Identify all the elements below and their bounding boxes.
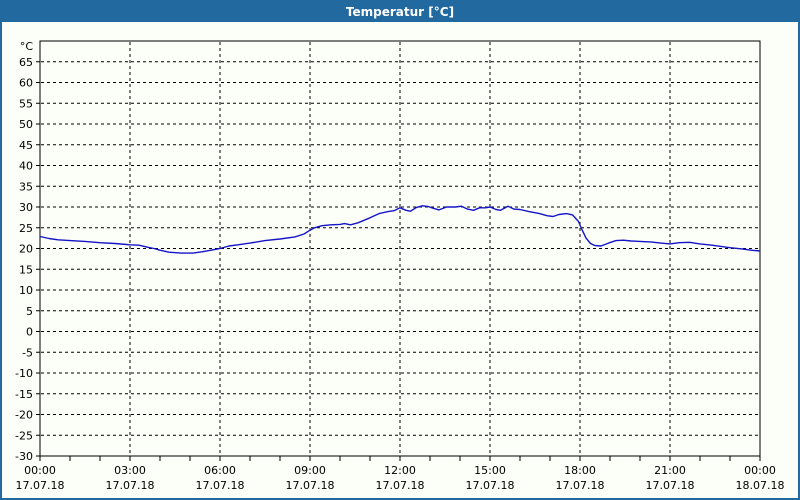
- temperature-line-chart: 65605550454035302520151050-5-10-15-20-25…: [15, 40, 785, 492]
- y-tick-label: -10: [15, 367, 33, 380]
- chart-area: 65 60 55 50 45 40 35 30 25 20 15 10 5 0 -5 -10 -15 -20 -25…: [2, 22, 798, 500]
- x-tick-time-label: 09:00: [294, 464, 326, 477]
- x-tick-date-label: 17.07.18: [466, 479, 515, 492]
- y-tick-label: 55: [19, 97, 33, 110]
- y-tick-label: 5: [26, 305, 33, 318]
- y-tick-label: -5: [22, 346, 33, 359]
- plot-border: [39, 40, 761, 457]
- y-tick-label: -25: [15, 429, 33, 442]
- x-tick-time-label: 12:00: [384, 464, 416, 477]
- x-tick-time-label: 15:00: [474, 464, 506, 477]
- y-axis-unit-label: °C: [20, 40, 34, 53]
- y-tick-label: 20: [19, 243, 33, 256]
- y-tick-label: 65: [19, 56, 33, 69]
- x-tick-date-label: 18.07.18: [736, 479, 785, 492]
- x-tick-date-label: 17.07.18: [196, 479, 245, 492]
- x-tick-date-label: 17.07.18: [286, 479, 335, 492]
- x-tick-time-label: 00:00: [744, 464, 776, 477]
- x-tick-date-label: 17.07.18: [556, 479, 605, 492]
- y-tick-label: 10: [19, 284, 33, 297]
- window-title: Temperatur [°C]: [345, 5, 455, 19]
- x-tick-date-label: 17.07.18: [106, 479, 155, 492]
- y-tick-label: 0: [26, 326, 33, 339]
- y-tick-label: 25: [19, 222, 33, 235]
- y-tick-label: 35: [19, 180, 33, 193]
- x-tick-time-label: 06:00: [204, 464, 236, 477]
- x-tick-time-label: 00:00: [24, 464, 56, 477]
- x-tick-date-label: 17.07.18: [646, 479, 695, 492]
- window-titlebar[interactable]: Temperatur [°C]: [2, 2, 798, 22]
- y-tick-label: 15: [19, 263, 33, 276]
- temperature-series-line: [39, 205, 761, 254]
- x-tick-date-label: 17.07.18: [376, 479, 425, 492]
- x-tick-time-label: 18:00: [564, 464, 596, 477]
- y-tick-label: 50: [19, 118, 33, 131]
- y-tick-label: 30: [19, 201, 33, 214]
- y-tick-label: -15: [15, 388, 33, 401]
- y-tick-label: -30: [15, 450, 33, 463]
- x-tick-time-label: 03:00: [114, 464, 146, 477]
- x-tick-date-label: 17.07.18: [16, 479, 65, 492]
- y-tick-label: 40: [19, 160, 33, 173]
- x-tick-time-label: 21:00: [654, 464, 686, 477]
- y-tick-label: -20: [15, 409, 33, 422]
- y-tick-label: 45: [19, 139, 33, 152]
- y-tick-label: 60: [19, 77, 33, 90]
